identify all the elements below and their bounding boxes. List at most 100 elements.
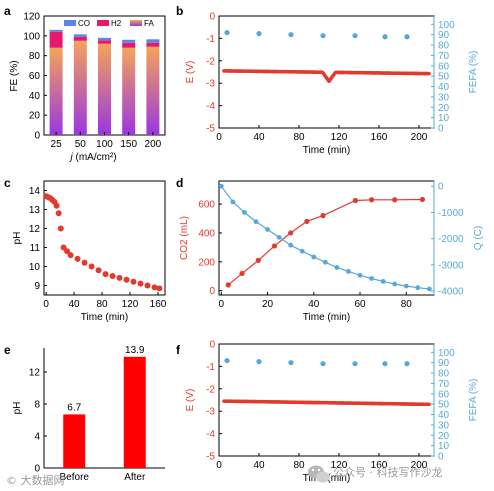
panel-a-x-axis-label-prefix: j: [69, 152, 74, 163]
panel-f-fe-fa-point: [288, 360, 294, 366]
panel-d-charge-point: [230, 199, 236, 205]
panel-b-right-tick-label: 60: [438, 61, 450, 72]
panel-f-left-tick-label: 0: [209, 340, 215, 351]
panel-c-ph-point: [102, 271, 109, 278]
panel-d-charge-point: [276, 234, 282, 240]
panel-c-left-tick-label: 14: [29, 186, 41, 197]
panel-c-ph-point: [60, 244, 67, 251]
panel-f-right-tick-label: 80: [438, 369, 450, 380]
panel-f-left-axis-label: E (V): [185, 389, 196, 412]
panel-d-charge-point: [392, 281, 398, 287]
panel-a-left-tick-label: 20: [29, 111, 41, 122]
panel-d-charge-point: [311, 254, 317, 260]
panel-d-right-axis-label: Q (C): [473, 226, 484, 250]
panel-f-fe-fa-point: [382, 361, 388, 367]
panel-f-right-tick-label: 40: [438, 410, 450, 421]
panel-b-x-tick-label: 80: [293, 132, 305, 143]
panel-a-stacked-bar-chart: 0 20 40 60 80 100 120 FE (%) 25 50 100 150 200 j (mA/…: [9, 12, 166, 163]
panel-letter-e: e: [4, 343, 11, 357]
panel-c-x-tick-label: 120: [122, 299, 139, 310]
panel-f-right-tick-label: 90: [438, 358, 450, 369]
panel-d-right-tick-label: -2000: [438, 234, 464, 245]
panel-f-x-tick-label: 80: [293, 460, 305, 471]
panel-b-x-tick-label: 0: [216, 132, 222, 143]
panel-c-ph-point: [55, 210, 62, 217]
panel-f-fe-fa-point: [352, 361, 358, 367]
panel-f-x-tick-label: 200: [411, 460, 428, 471]
panel-d-left-tick-label: 400: [198, 228, 215, 239]
panel-d-co2-point: [392, 197, 398, 203]
panel-b-fe-fa-point: [352, 33, 358, 39]
panel-c-x-tick-label: 40: [69, 299, 81, 310]
panel-b-left-tick-label: -5: [206, 124, 215, 135]
panel-d-x-tick-label: 20: [262, 299, 274, 310]
panel-f-right-tick-label: 60: [438, 389, 450, 400]
panel-a-bar-fa-25: [49, 47, 63, 135]
panel-b-right-tick-label: 100: [438, 20, 455, 31]
panel-a-left-tick-label: 120: [23, 12, 40, 23]
panel-c-ph-scatter-chart: 0 40 80 120 160 9 10 11 12 13 14 Time (min) pH: [12, 180, 167, 323]
panel-e-ph-bar-chart: 0 4 8 12 pH 6.7 Before 13.9 After: [12, 345, 165, 483]
panel-e-bar-data-label: 13.9: [125, 345, 145, 356]
panel-d-co2-charge-chart: 0 20 40 60 80 Time (min) 0 200 400 600 0 -1000 -2000…: [179, 180, 484, 323]
panel-a-bar-co-50: [73, 34, 87, 37]
panel-d-charge-point: [369, 276, 374, 281]
panel-e-x-tick-label: Before: [60, 472, 90, 483]
panel-a-legend-swatch-h2: [97, 20, 109, 26]
panel-d-x-tick-label: 60: [354, 299, 366, 310]
panel-b-fe-fa-point: [404, 34, 410, 40]
panel-b-potential-point: [427, 71, 431, 76]
panel-d-co2-point: [320, 213, 326, 219]
panel-e-left-tick-label: 8: [34, 400, 40, 411]
panel-d-right-tick-label: -4000: [438, 287, 464, 298]
panel-b-right-tick-label: 50: [438, 72, 450, 83]
panel-f-right-tick-label: 50: [438, 400, 450, 411]
panel-b-right-tick-label: 10: [438, 113, 450, 124]
panel-f-x-tick-label: 120: [331, 460, 348, 471]
panel-a-bar-h2-50: [73, 36, 87, 41]
panel-d-charge-point: [346, 269, 351, 274]
panel-d-charge-point: [334, 265, 340, 270]
panel-c-x-tick-label: 80: [96, 299, 108, 310]
panel-a-legend-label-fa: FA: [144, 19, 154, 28]
panel-d-co2-point: [225, 282, 231, 288]
panel-e-bar-before: [63, 414, 86, 468]
panel-a-legend-swatch-co: [64, 20, 76, 26]
panel-d-charge-point: [218, 183, 224, 189]
panel-b-left-tick-label: 0: [209, 12, 215, 23]
panel-d-co2-line: [227, 198, 423, 286]
panel-b-right-axis-label: FEFA (%): [468, 51, 479, 94]
panel-d-co2-point: [255, 257, 261, 263]
panel-d-charge-point: [357, 272, 363, 278]
panel-d-co2-point: [304, 218, 310, 225]
panel-c-plot-frame: [43, 180, 166, 296]
panel-d-right-tick-label: 0: [438, 182, 444, 193]
panel-a-left-tick-label: 80: [29, 51, 41, 62]
panel-f-right-tick-label: 30: [438, 420, 450, 431]
panel-a-bar-fa-150: [122, 47, 136, 135]
panel-c-ph-point: [151, 284, 158, 291]
panel-b-left-tick-label: -2: [206, 56, 215, 67]
panel-b-fe-fa-point: [288, 32, 294, 38]
panel-c-ph-point: [137, 280, 144, 287]
panel-c-left-tick-label: 13: [29, 205, 41, 216]
panel-d-right-tick-label: -1000: [438, 208, 464, 219]
panel-b-right-tick-label: 40: [438, 82, 450, 93]
panel-b-x-tick-label: 120: [331, 132, 348, 143]
panel-c-ph-point: [67, 252, 74, 259]
panel-f-right-tick-label: 100: [438, 348, 455, 359]
panel-a-left-tick-label: 0: [34, 131, 40, 142]
panel-d-co2-point: [419, 196, 426, 203]
panel-d-right-tick-label: -3000: [438, 260, 464, 271]
panel-d-charge-line: [220, 185, 430, 290]
panel-c-ph-point: [123, 276, 130, 283]
panel-c-ph-point: [81, 259, 88, 266]
panel-a-x-axis-label: (mA/cm²): [76, 152, 117, 163]
panel-b-x-tick-label: 40: [253, 132, 265, 143]
panel-a-legend-swatch-fa: [130, 20, 142, 26]
panel-a-x-tick-label: 150: [120, 139, 137, 150]
panel-f-left-tick-label: -2: [206, 384, 215, 395]
panel-f-right-tick-label: 10: [438, 441, 450, 452]
panel-d-charge-point: [288, 242, 294, 248]
panel-b-left-axis-label: E (V): [185, 61, 196, 84]
